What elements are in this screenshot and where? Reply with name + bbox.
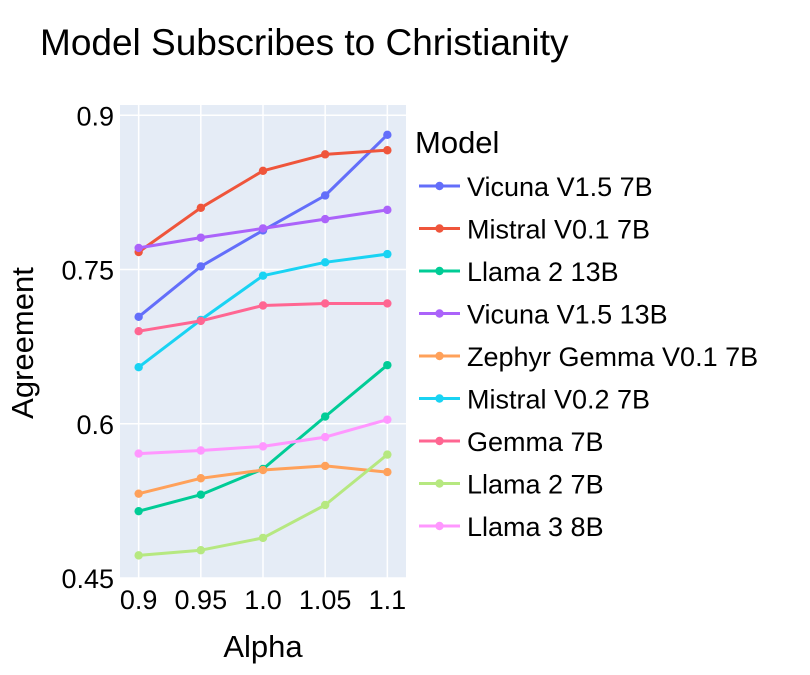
x-tick-label: 0.95: [175, 585, 228, 615]
legend-swatch-marker: [435, 266, 444, 276]
data-point: [383, 299, 392, 308]
legend-label: Llama 3 8B: [467, 512, 604, 542]
series-6: [134, 299, 392, 336]
data-point: [196, 474, 206, 483]
legend-swatch-marker: [435, 224, 444, 233]
legend-item[interactable]: Llama 3 8B: [419, 512, 604, 542]
data-point: [134, 243, 143, 253]
data-point: [134, 449, 143, 458]
data-point: [258, 301, 268, 310]
legend-swatch-marker: [435, 394, 444, 403]
data-point: [383, 249, 392, 259]
data-point: [196, 546, 206, 555]
legend-item[interactable]: Mistral V0.1 7B: [419, 215, 650, 245]
series-lines: [134, 130, 392, 560]
x-tick-label: 1.1: [369, 585, 407, 615]
data-point: [196, 262, 206, 271]
data-point: [258, 271, 268, 280]
y-tick-label: 0.45: [61, 564, 114, 594]
data-point: [258, 166, 268, 176]
legend-swatch-marker: [435, 521, 444, 531]
data-point: [196, 446, 206, 455]
chart-title: Model Subscribes to Christianity: [40, 22, 569, 63]
data-point: [320, 432, 330, 442]
legend-label: Gemma 7B: [467, 427, 604, 457]
y-tick-label: 0.75: [61, 256, 114, 286]
y-axis-label: Agreement: [5, 267, 40, 419]
x-axis-label: Alpha: [223, 629, 303, 664]
legend-swatch-marker: [435, 351, 444, 361]
legend-swatch-marker: [435, 309, 444, 318]
legend-item[interactable]: Vicuna V1.5 13B: [419, 300, 668, 330]
legend-label: Zephyr Gemma V0.1 7B: [467, 342, 758, 372]
data-point: [196, 490, 206, 499]
data-point: [258, 442, 268, 451]
legend-item[interactable]: Mistral V0.2 7B: [419, 385, 650, 415]
legend: Model Vicuna V1.5 7B Mistral V0.1 7B Llama…: [415, 125, 758, 542]
data-point: [134, 506, 143, 516]
data-point: [320, 412, 330, 421]
data-point: [196, 316, 206, 326]
data-point: [383, 415, 392, 424]
series-7: [134, 450, 392, 560]
y-axis-ticks: 0.45 0.6 0.75 0.9: [61, 101, 114, 594]
x-tick-label: 1.05: [299, 585, 352, 615]
legend-swatch-marker: [435, 436, 444, 446]
data-point: [320, 299, 330, 308]
legend-label: Llama 2 13B: [467, 257, 619, 287]
data-point: [320, 191, 330, 200]
legend-swatch-marker: [435, 181, 444, 191]
data-point: [258, 465, 268, 475]
data-point: [383, 360, 392, 370]
x-axis-ticks: 0.9 0.95 1.0 1.05 1.1: [120, 585, 406, 615]
data-point: [320, 214, 330, 224]
data-point: [383, 467, 392, 477]
data-point: [383, 205, 392, 215]
series-3: [134, 205, 392, 253]
data-point: [134, 312, 143, 322]
y-tick-label: 0.6: [76, 410, 114, 440]
series-4: [134, 461, 392, 498]
data-point: [258, 224, 268, 233]
data-point: [320, 461, 330, 471]
data-point: [320, 500, 330, 510]
x-tick-label: 0.9: [120, 585, 158, 615]
data-point: [134, 489, 143, 498]
legend-swatch-marker: [435, 479, 444, 488]
data-point: [383, 450, 392, 459]
data-point: [134, 327, 143, 336]
legend-item[interactable]: Vicuna V1.5 7B: [419, 172, 653, 202]
grid: [120, 105, 406, 579]
data-point: [134, 363, 143, 372]
legend-item[interactable]: Llama 2 7B: [419, 470, 604, 500]
data-point: [320, 258, 330, 267]
x-tick-label: 1.0: [244, 585, 282, 615]
data-point: [383, 146, 392, 155]
legend-item[interactable]: Llama 2 13B: [419, 257, 619, 287]
series-8: [134, 415, 392, 458]
legend-item[interactable]: Zephyr Gemma V0.1 7B: [419, 342, 758, 372]
y-tick-label: 0.9: [76, 101, 114, 131]
legend-label: Mistral V0.1 7B: [467, 215, 650, 245]
legend-label: Mistral V0.2 7B: [467, 385, 650, 415]
data-point: [383, 130, 392, 140]
legend-label: Llama 2 7B: [467, 470, 604, 500]
legend-item[interactable]: Gemma 7B: [419, 427, 604, 457]
legend-label: Vicuna V1.5 7B: [467, 172, 653, 202]
data-point: [258, 533, 268, 543]
data-point: [196, 233, 206, 242]
data-point: [196, 203, 206, 213]
legend-label: Vicuna V1.5 13B: [467, 300, 668, 330]
data-point: [134, 551, 143, 560]
legend-title: Model: [415, 125, 499, 160]
series-5: [134, 249, 392, 372]
data-point: [320, 150, 330, 159]
